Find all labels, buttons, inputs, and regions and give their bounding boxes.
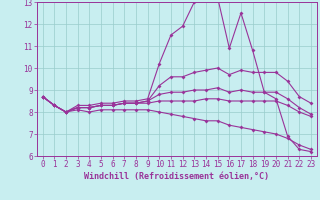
X-axis label: Windchill (Refroidissement éolien,°C): Windchill (Refroidissement éolien,°C) [84, 172, 269, 181]
